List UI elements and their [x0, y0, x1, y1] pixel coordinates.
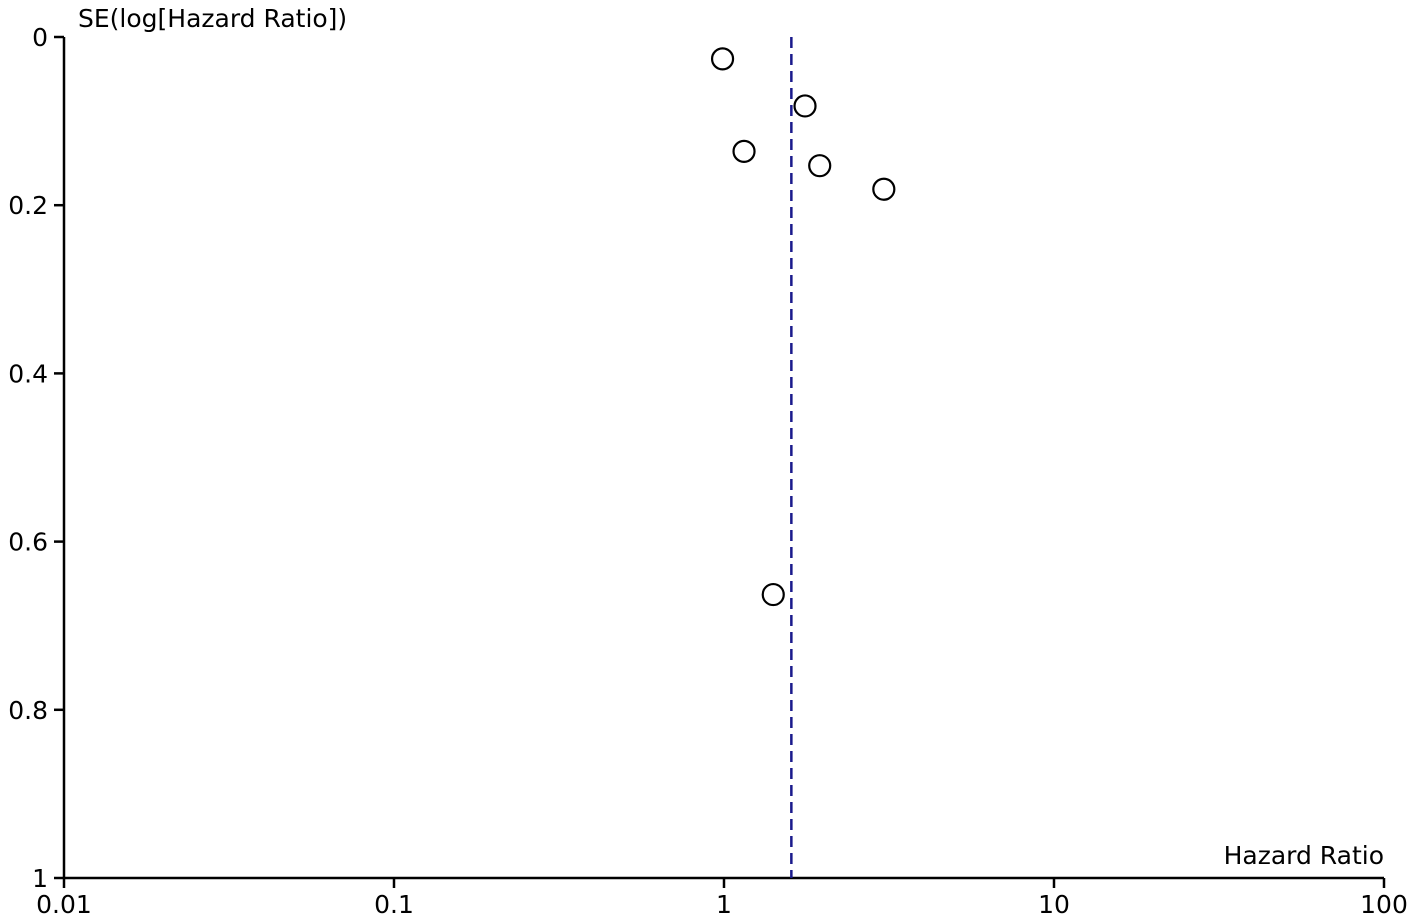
x-tick-label: 10 — [1038, 890, 1070, 919]
study-point — [710, 47, 735, 71]
x-tick-label: 0.01 — [36, 890, 92, 919]
study-point — [793, 94, 817, 118]
y-axis-title: SE(log[Hazard Ratio]) — [78, 4, 347, 33]
study-point — [732, 139, 756, 163]
study-point — [872, 177, 896, 201]
axis-ticks: 00.20.40.60.810.01 0.1 1 10 100 — [8, 23, 1408, 919]
axes — [62, 37, 1384, 880]
y-tick-label: 0.8 — [8, 696, 48, 725]
y-tick-label: 0.4 — [8, 359, 48, 388]
x-tick-label: 0.1 — [374, 890, 414, 919]
study-point — [761, 582, 785, 607]
x-axis-title: Hazard Ratio — [1224, 841, 1384, 870]
y-tick-label: 0.6 — [8, 528, 48, 557]
x-tick-label: 100 — [1360, 890, 1408, 919]
y-tick-label: 1 — [32, 864, 48, 893]
study-points — [710, 47, 896, 607]
y-tick-label: 0.2 — [8, 191, 48, 220]
study-point — [808, 154, 832, 178]
x-tick-label: 1 — [716, 890, 732, 919]
y-tick-label: 0 — [32, 23, 48, 52]
